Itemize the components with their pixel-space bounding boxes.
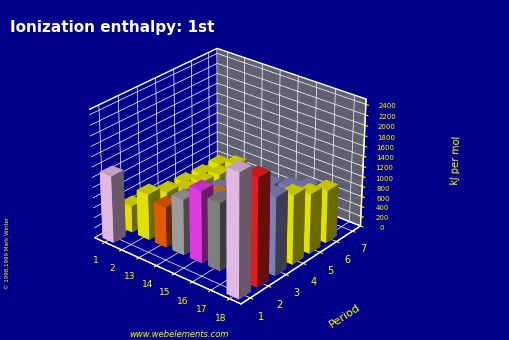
Text: © 1998,1999 Mark Winter: © 1998,1999 Mark Winter	[5, 217, 10, 289]
Y-axis label: Period: Period	[327, 303, 362, 330]
Text: www.webelements.com: www.webelements.com	[129, 329, 228, 339]
Text: Ionization enthalpy: 1st: Ionization enthalpy: 1st	[10, 20, 214, 35]
